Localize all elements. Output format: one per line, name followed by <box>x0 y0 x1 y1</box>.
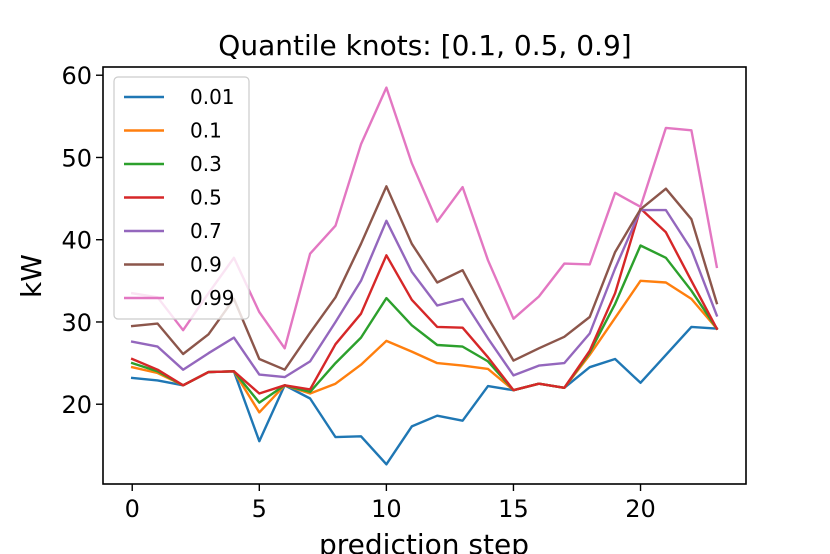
x-tick-label: 5 <box>252 495 267 523</box>
x-tick-label: 20 <box>625 495 656 523</box>
x-tick-label: 15 <box>498 495 529 523</box>
y-axis-label: kW <box>15 254 48 298</box>
x-tick-label: 0 <box>125 495 140 523</box>
x-axis-label: prediction step <box>319 528 529 554</box>
legend-label: 0.99 <box>190 286 235 310</box>
y-tick-label: 50 <box>61 144 92 172</box>
legend-box <box>113 76 250 320</box>
x-axis: 0 5 10 15 20 <box>125 484 656 523</box>
y-axis: 20 30 40 50 60 <box>61 62 103 419</box>
plot-area-frame <box>102 66 747 485</box>
legend-label: 0.1 <box>190 119 222 143</box>
x-tick-label: 10 <box>371 495 402 523</box>
legend: 0.01 0.1 0.3 0.5 0.7 0.9 0.99 <box>113 76 250 320</box>
y-tick-label: 20 <box>61 391 92 419</box>
legend-label: 0.3 <box>190 152 222 176</box>
legend-label: 0.01 <box>190 85 235 109</box>
legend-label: 0.9 <box>190 253 222 277</box>
chart-title: Quantile knots: [0.1, 0.5, 0.9] <box>218 29 631 62</box>
legend-label: 0.5 <box>190 186 222 210</box>
legend-label: 0.7 <box>190 219 222 243</box>
y-tick-label: 30 <box>61 309 92 337</box>
series-line-0.5 <box>130 207 719 395</box>
y-tick-label: 40 <box>61 227 92 255</box>
y-tick-label: 60 <box>61 62 92 90</box>
series-line-0.7 <box>130 208 719 379</box>
